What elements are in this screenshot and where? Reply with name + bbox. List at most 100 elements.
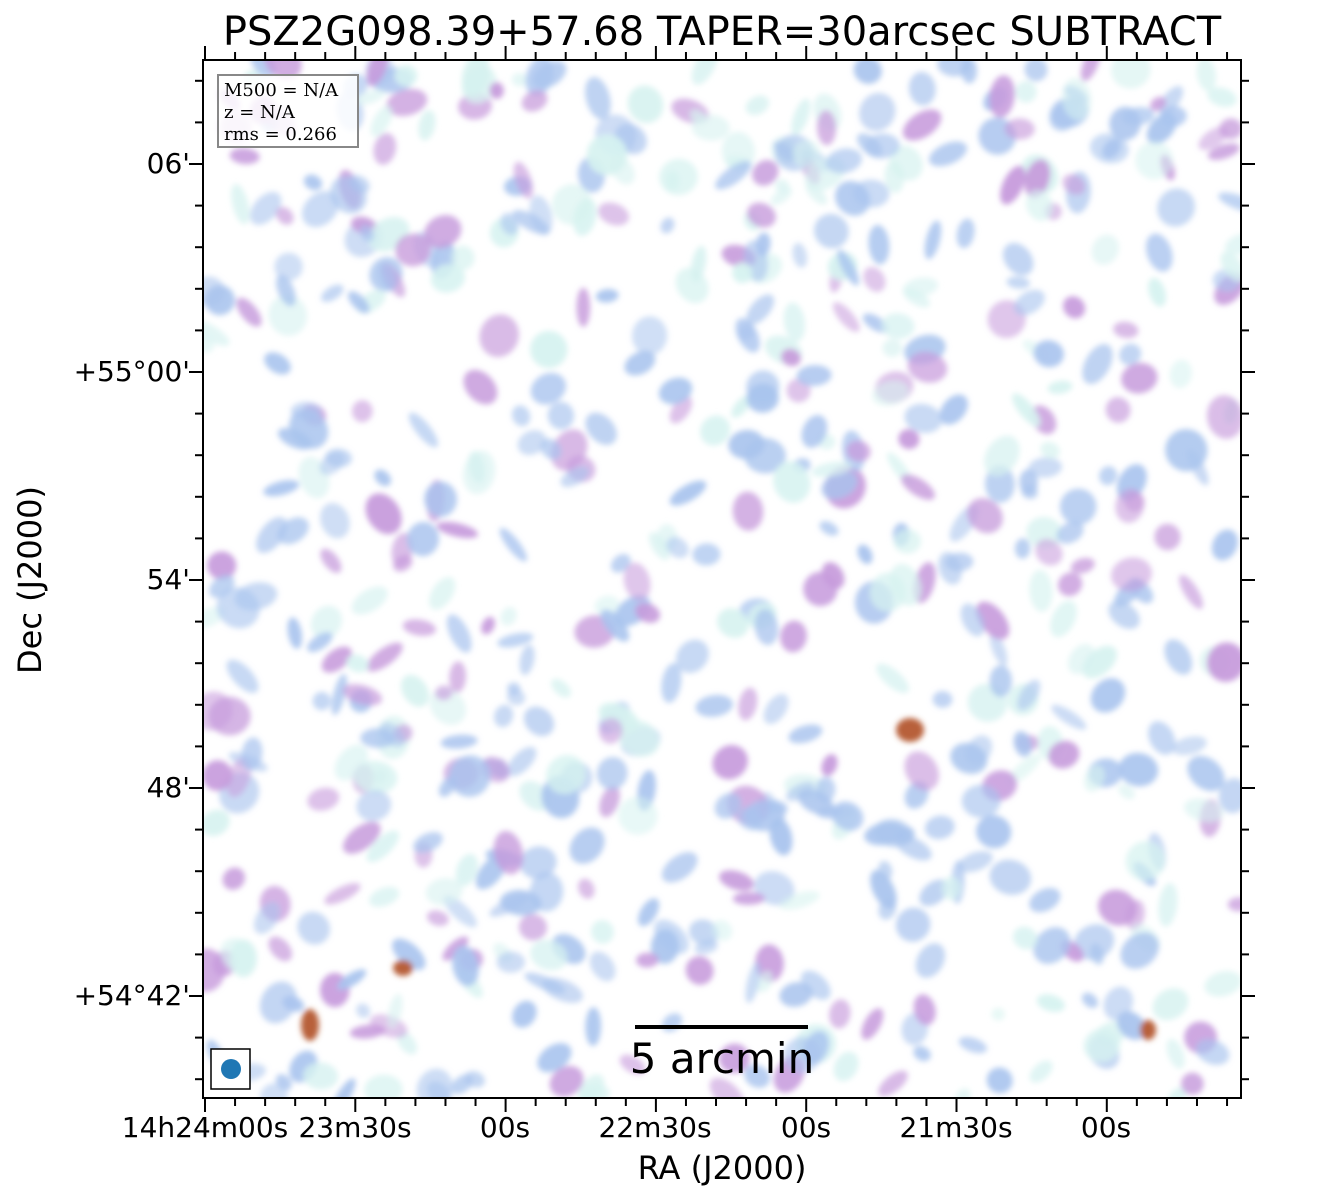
emission-blob — [1035, 538, 1063, 566]
emission-blob — [1207, 87, 1237, 107]
emission-blob — [529, 872, 564, 912]
emission-blob — [1028, 457, 1063, 478]
emission-blob — [241, 737, 263, 771]
emission-blob — [976, 815, 1012, 849]
emission-blob — [832, 302, 860, 333]
scale-bar-label: 5 arcmin — [629, 1034, 815, 1083]
emission-blob — [1019, 469, 1038, 496]
emission-blob — [449, 755, 491, 797]
emission-blob — [938, 551, 962, 585]
emission-blob — [236, 297, 262, 327]
emission-blob — [878, 1070, 908, 1097]
emission-blob — [307, 632, 333, 653]
emission-blob — [530, 939, 568, 971]
emission-blob — [638, 898, 660, 927]
emission-blob — [1117, 1011, 1147, 1040]
emission-blob — [785, 781, 815, 802]
emission-blob — [661, 852, 698, 883]
emission-blob — [837, 249, 860, 286]
emission-blob — [986, 1067, 1013, 1094]
emission-blob — [829, 999, 851, 1029]
emission-blob — [586, 134, 628, 176]
emission-blob — [264, 352, 291, 375]
emission-blob — [1154, 523, 1181, 551]
emission-blob — [450, 245, 475, 270]
emission-blob — [859, 92, 896, 132]
emission-blob — [989, 859, 1032, 896]
emission-blob — [863, 266, 886, 292]
emission-blob — [400, 674, 430, 707]
emission-blob — [1207, 143, 1240, 161]
emission-blob — [351, 400, 373, 423]
emission-blob — [1081, 992, 1099, 1009]
emission-blob — [868, 224, 890, 265]
emission-blob — [1195, 1039, 1230, 1065]
emission-blob — [1091, 234, 1120, 265]
emission-blob — [1013, 730, 1032, 757]
emission-blob — [675, 267, 709, 304]
emission-blob — [803, 1030, 830, 1065]
emission-blob — [731, 395, 752, 418]
emission-blob — [551, 678, 571, 698]
emission-blob — [599, 785, 620, 818]
emission-blob — [915, 943, 946, 978]
emission-blob — [627, 85, 664, 124]
emission-blob — [884, 161, 905, 193]
emission-blob — [297, 911, 331, 945]
emission-blob — [928, 141, 968, 167]
emission-blob — [811, 461, 852, 477]
emission-blob — [780, 620, 807, 653]
emission-blob — [908, 71, 936, 106]
emission-blob — [331, 673, 348, 716]
emission-blob — [1111, 557, 1152, 592]
emission-blob — [1218, 192, 1241, 213]
emission-blob — [530, 372, 567, 405]
emission-blob — [833, 1051, 859, 1082]
emission-blob — [623, 562, 651, 601]
emission-blob — [1006, 276, 1031, 289]
emission-blob — [618, 796, 658, 835]
emission-blob — [1164, 639, 1193, 675]
emission-blob — [821, 471, 858, 500]
emission-blob — [1152, 988, 1189, 1021]
emission-blob — [1000, 165, 1026, 205]
emission-blob — [342, 684, 383, 706]
emission-blob — [825, 148, 863, 174]
emission-blob — [371, 769, 388, 785]
info-rms: rms = 0.266 — [224, 124, 337, 145]
emission-blob — [815, 776, 836, 803]
x-tick-label: 22m30s — [598, 1111, 712, 1144]
emission-blob — [547, 401, 575, 430]
emission-blob — [360, 224, 375, 242]
emission-blob — [1073, 924, 1115, 961]
emission-blob — [745, 961, 761, 1004]
emission-blob — [685, 956, 714, 985]
emission-blob — [755, 944, 784, 982]
emission-blob — [511, 405, 531, 427]
emission-blob — [366, 642, 403, 672]
emission-blob — [1029, 887, 1061, 913]
emission-blob — [752, 159, 779, 186]
emission-blob — [660, 217, 675, 234]
emission-blob — [226, 659, 259, 694]
emission-blob — [513, 161, 534, 199]
emission-blob — [1017, 679, 1041, 711]
emission-blob — [387, 993, 403, 1029]
emission-blob — [1211, 529, 1238, 561]
emission-blob — [960, 603, 985, 637]
x-tick-label: 21m30s — [899, 1111, 1013, 1144]
emission-blob — [1029, 569, 1053, 612]
emission-blob — [1158, 85, 1184, 116]
emission-blob — [418, 110, 436, 141]
emission-blob — [691, 60, 718, 85]
emission-blob — [1148, 721, 1176, 755]
emission-blob — [346, 654, 370, 673]
emission-blob — [274, 252, 303, 281]
emission-blob — [709, 1077, 745, 1098]
emission-blob — [1113, 321, 1139, 339]
emission-blob — [989, 75, 1015, 118]
emission-blob — [321, 646, 352, 673]
emission-blob — [1187, 755, 1225, 792]
emission-blob — [1036, 994, 1065, 1012]
